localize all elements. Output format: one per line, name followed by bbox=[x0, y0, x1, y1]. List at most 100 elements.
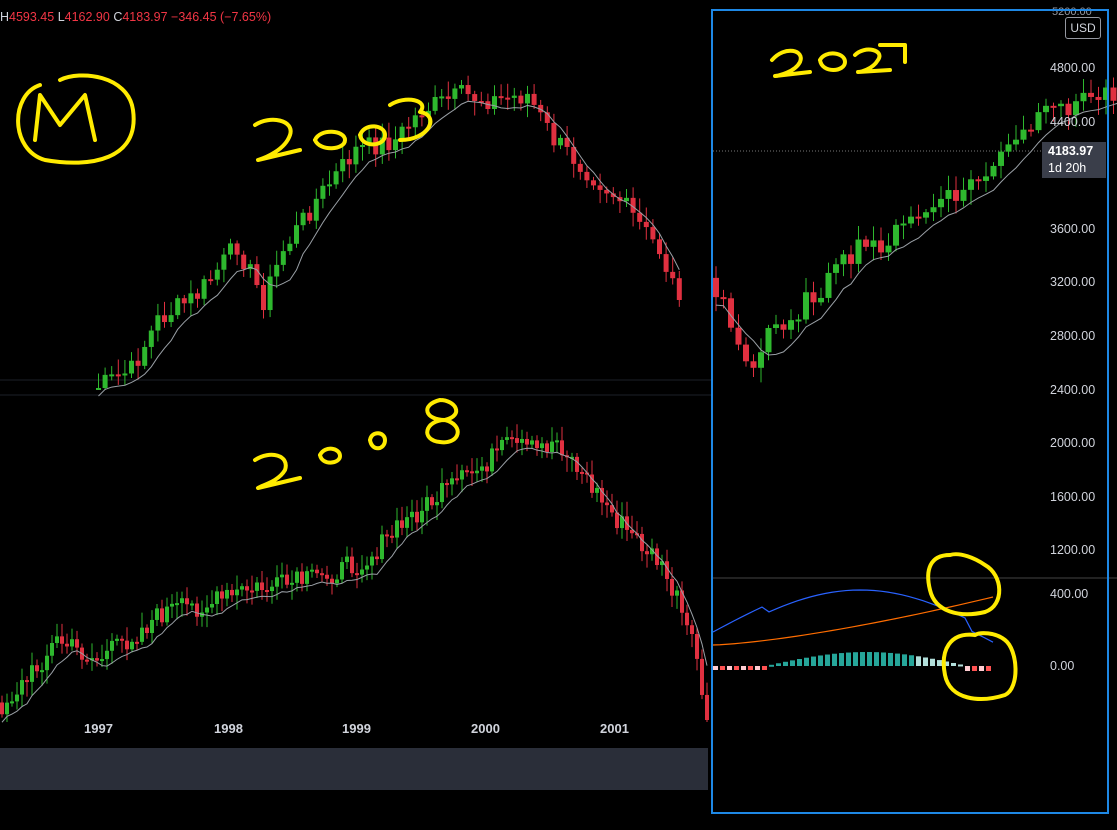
candle-body bbox=[405, 517, 409, 528]
ohlc-legend: H4593.45 L4162.90 C4183.97 −346.45 (−7.6… bbox=[0, 10, 271, 24]
candle-body bbox=[470, 471, 474, 474]
candle-body bbox=[188, 293, 194, 304]
candle-body bbox=[878, 240, 884, 253]
currency-button[interactable]: USD bbox=[1065, 17, 1101, 39]
candle-body bbox=[975, 179, 982, 182]
candle-body bbox=[145, 627, 149, 634]
time-scrollbar[interactable] bbox=[0, 748, 708, 790]
annotation-2000-digit bbox=[358, 124, 387, 147]
bar-countdown: 1d 20h bbox=[1048, 161, 1087, 175]
candle-body bbox=[498, 96, 504, 99]
macd-histogram-bar bbox=[902, 654, 907, 666]
candle-body bbox=[620, 516, 624, 529]
candle-body bbox=[305, 571, 309, 584]
time-axis-label: 1997 bbox=[84, 721, 113, 736]
candle-body bbox=[360, 569, 364, 575]
candle-body bbox=[885, 245, 892, 253]
candle-body bbox=[260, 582, 264, 591]
candle-body bbox=[520, 438, 524, 443]
candle-body bbox=[150, 619, 154, 634]
candle-body bbox=[170, 603, 174, 607]
macd-histogram-bar bbox=[972, 666, 977, 671]
candle-body bbox=[765, 328, 772, 353]
candle-body bbox=[650, 548, 654, 555]
annotation-2000-digit bbox=[388, 97, 433, 142]
candle-body bbox=[234, 243, 240, 255]
macd-histogram-bar bbox=[755, 666, 760, 670]
candle-body bbox=[148, 330, 154, 347]
time-axis-label: 2001 bbox=[600, 721, 629, 736]
candle-body bbox=[345, 556, 349, 563]
annotation-2022-digit bbox=[878, 43, 907, 64]
macd-histogram-bar bbox=[720, 666, 725, 670]
candle-body bbox=[584, 171, 590, 181]
candle-body bbox=[515, 438, 519, 443]
candle-body bbox=[330, 578, 334, 584]
price-axis-label: 2400.00 bbox=[1050, 383, 1096, 397]
candle-body bbox=[590, 474, 594, 493]
candle-body bbox=[30, 665, 34, 682]
macd-histogram-bar bbox=[888, 652, 893, 666]
candle-body bbox=[340, 562, 344, 580]
candle-body bbox=[657, 239, 662, 255]
candle-body bbox=[923, 212, 929, 218]
annotation-2008-digit bbox=[253, 452, 302, 490]
candle-body bbox=[0, 702, 4, 715]
candle-body bbox=[803, 292, 809, 320]
candle-body bbox=[495, 448, 499, 451]
candle-body bbox=[115, 638, 119, 641]
candle-body bbox=[175, 298, 181, 316]
change-value: −346.45 (−7.65%) bbox=[171, 10, 272, 24]
candle-body bbox=[452, 88, 458, 99]
candle-body bbox=[538, 104, 544, 113]
candle-body bbox=[160, 608, 164, 623]
candle-body bbox=[340, 159, 346, 172]
candle-body bbox=[250, 590, 254, 593]
candle-body bbox=[220, 591, 224, 599]
candle-body bbox=[450, 478, 454, 485]
candle-body bbox=[60, 636, 64, 644]
candle-body bbox=[35, 665, 39, 672]
candle-body bbox=[780, 324, 787, 330]
candle-body bbox=[1103, 87, 1109, 100]
moving-average-line bbox=[715, 102, 1117, 356]
candle-body bbox=[254, 264, 260, 286]
candle-body bbox=[15, 694, 19, 702]
macd-histogram-bar bbox=[783, 661, 788, 666]
candle-body bbox=[210, 604, 214, 608]
candle-body bbox=[525, 93, 530, 104]
price-axis-label: 4800.00 bbox=[1050, 61, 1096, 75]
candle-body bbox=[1088, 92, 1094, 97]
candle-body bbox=[848, 254, 854, 264]
moving-average-line bbox=[98, 100, 680, 397]
candle-body bbox=[175, 603, 179, 606]
annotation-m-letter bbox=[33, 93, 97, 142]
annotation-2022-digit bbox=[770, 48, 812, 78]
candle-body bbox=[165, 606, 169, 623]
candle-body bbox=[280, 574, 284, 578]
time-axis-label: 2000 bbox=[471, 721, 500, 736]
high-value: 4593.45 bbox=[9, 10, 55, 24]
last-price-tag: 4183.97 1d 20h bbox=[1042, 142, 1106, 178]
macd-histogram-bar bbox=[762, 666, 767, 670]
candle-body bbox=[1020, 129, 1027, 140]
candle-body bbox=[960, 189, 967, 201]
candle-body bbox=[50, 643, 54, 656]
candle-body bbox=[379, 137, 385, 155]
candle-body bbox=[235, 589, 239, 596]
candle-body bbox=[390, 535, 394, 538]
candle-body bbox=[168, 315, 174, 323]
candle-body bbox=[162, 315, 167, 323]
macd-histogram-bar bbox=[832, 653, 837, 666]
candle-body bbox=[585, 472, 589, 475]
price-axis-label: 2000.00 bbox=[1050, 436, 1096, 450]
candle-body bbox=[795, 319, 802, 322]
candle-body bbox=[735, 327, 742, 345]
candle-body bbox=[485, 466, 489, 472]
candle-body bbox=[597, 185, 603, 190]
candle-body bbox=[270, 586, 274, 592]
macd-histogram-bar bbox=[811, 656, 816, 666]
high-label: H bbox=[0, 10, 10, 24]
